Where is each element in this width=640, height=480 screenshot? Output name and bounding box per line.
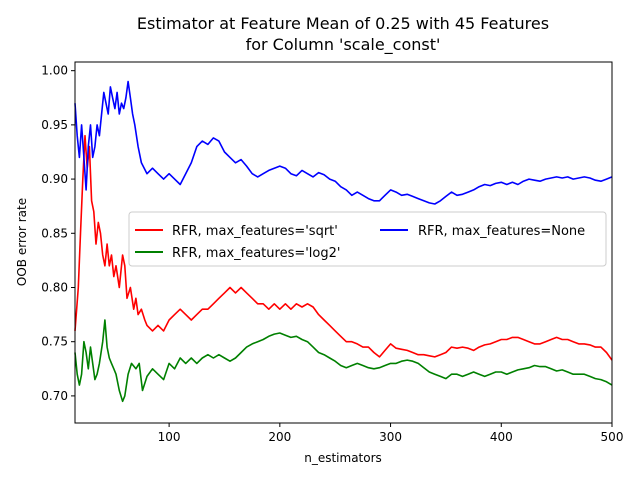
y-tick-label: 0.80: [41, 280, 68, 294]
y-axis-label: OOB error rate: [15, 198, 29, 286]
y-tick-label: 0.90: [41, 172, 68, 186]
legend-label-none: RFR, max_features=None: [418, 224, 585, 239]
x-tick-label: 500: [601, 430, 624, 444]
x-tick-label: 200: [268, 430, 291, 444]
series-line-none: [74, 80, 613, 205]
y-tick-label: 0.95: [41, 118, 68, 132]
legend-label-sqrt: RFR, max_features='sqrt': [172, 224, 338, 239]
legend-box: [128, 211, 607, 267]
series-line-log2: [74, 319, 613, 403]
series-line-sqrt: [74, 134, 613, 361]
x-tick-label: 100: [158, 430, 181, 444]
x-tick-label: 300: [379, 430, 402, 444]
axis-ticks: 100 200 300 400 500 0.70 0.75 0.80 0.85 0.90 0.95 1…: [41, 64, 623, 444]
chart-title-line2: for Column 'scale_const': [246, 35, 441, 55]
x-tick-label: 400: [490, 430, 513, 444]
plot-lines: [74, 80, 613, 403]
y-tick-label: 1.00: [41, 64, 68, 78]
y-tick-label: 0.70: [41, 389, 68, 403]
legend: RFR, max_features='sqrt' RFR, max_featur…: [128, 211, 607, 267]
plot-frame: [74, 61, 613, 424]
chart-title-line1: Estimator at Feature Mean of 0.25 with 4…: [137, 14, 549, 33]
legend-label-log2: RFR, max_features='log2': [172, 246, 340, 261]
x-axis-label: n_estimators: [304, 451, 382, 465]
y-tick-label: 0.85: [41, 226, 68, 240]
y-tick-label: 0.75: [41, 335, 68, 349]
